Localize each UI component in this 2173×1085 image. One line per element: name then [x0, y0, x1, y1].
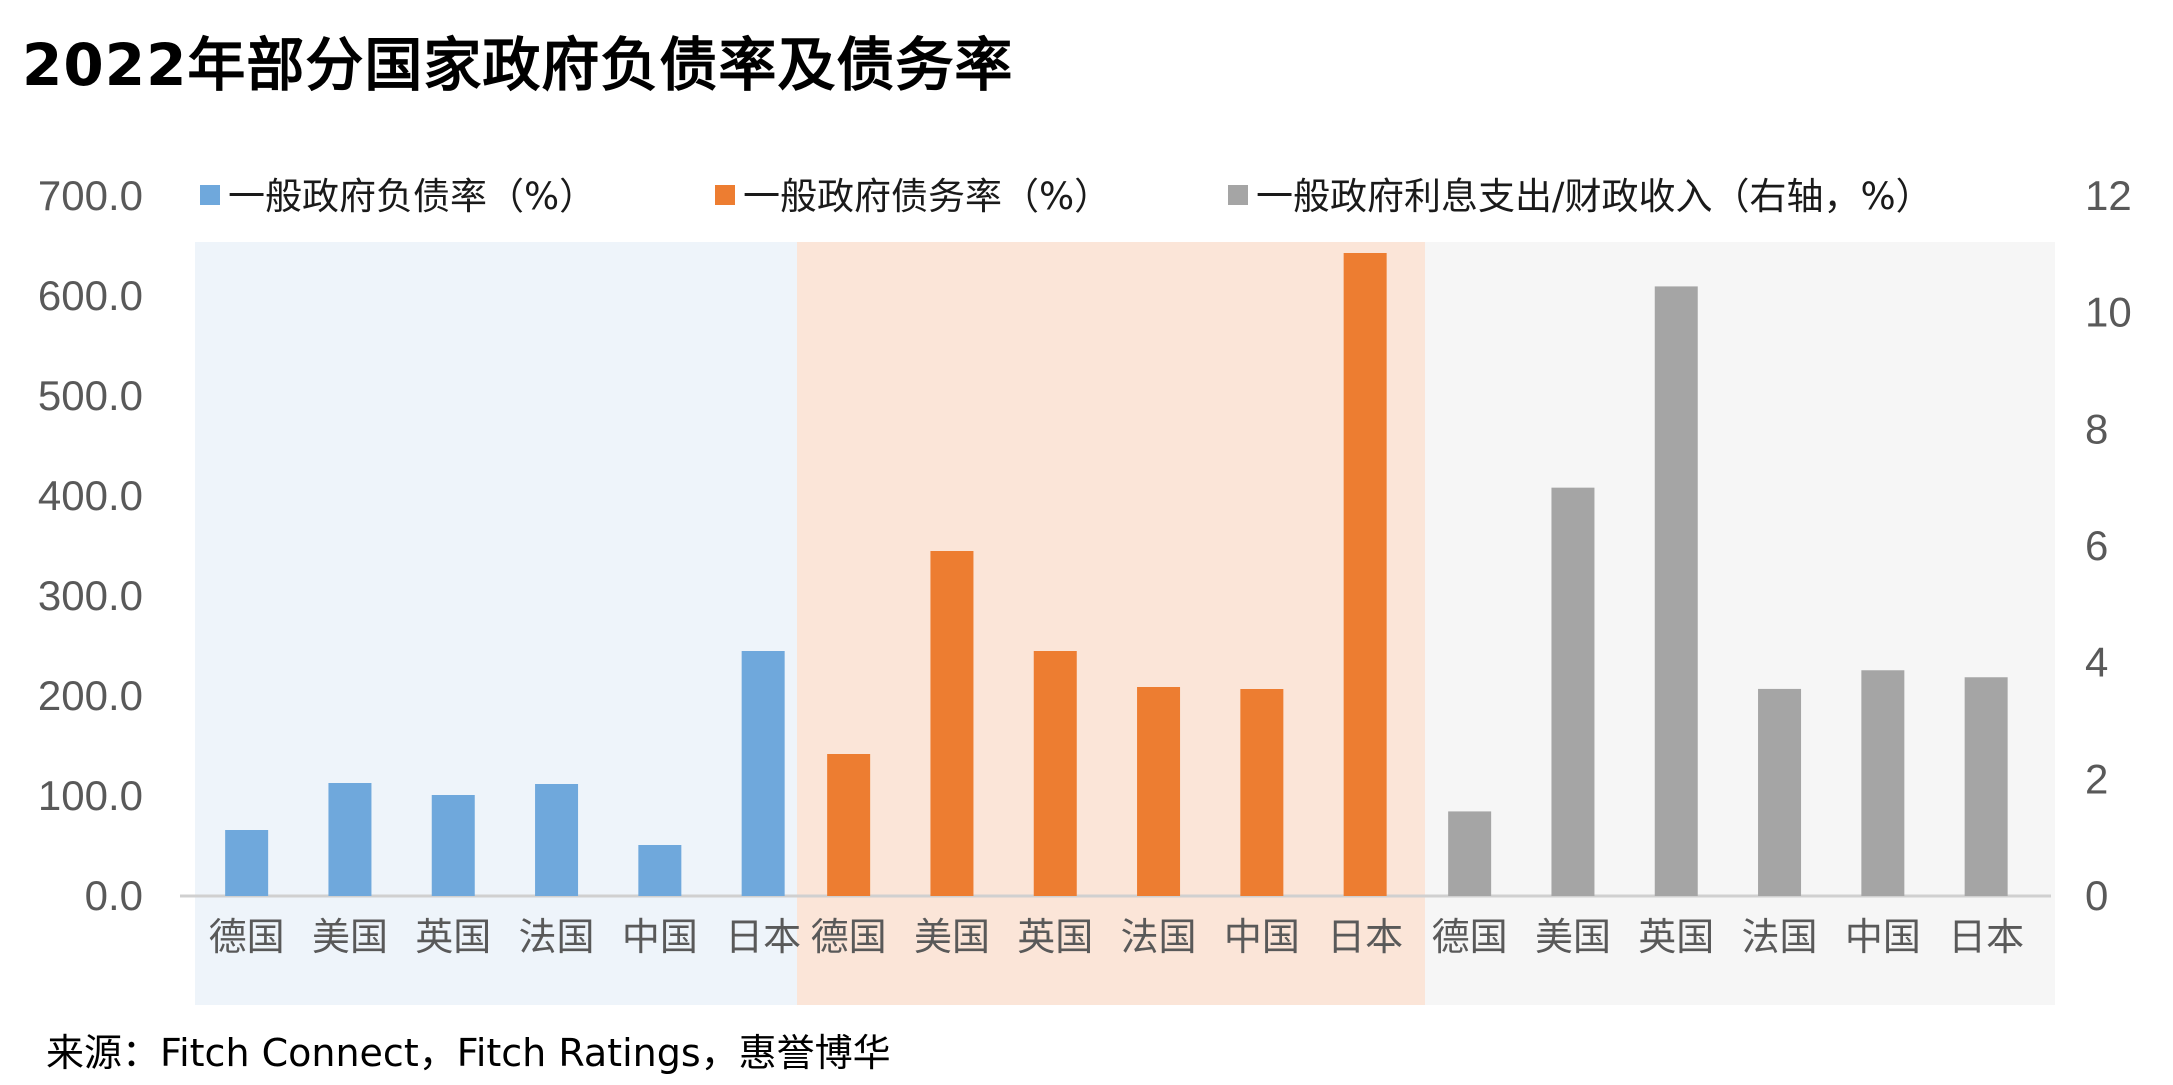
legend-swatch-1 — [200, 185, 220, 205]
left-axis-tick-label: 200.0 — [38, 672, 143, 719]
bar-3-德国 — [1448, 811, 1492, 896]
category-label: 法国 — [1121, 915, 1197, 959]
series-panel-2 — [797, 242, 1425, 1005]
right-axis-tick-label: 4 — [2085, 639, 2108, 686]
chart-source: 来源：Fitch Connect，Fitch Ratings，惠誉博华 — [46, 1031, 891, 1075]
left-axis-tick-label: 0.0 — [85, 872, 143, 919]
category-label: 日本 — [1327, 915, 1403, 959]
bar-1-美国 — [328, 783, 372, 896]
bar-2-美国 — [930, 551, 974, 896]
bar-3-中国 — [1861, 670, 1905, 896]
bar-2-法国 — [1137, 687, 1181, 896]
category-label: 英国 — [1017, 915, 1093, 959]
category-label: 德国 — [811, 915, 887, 959]
bar-3-法国 — [1758, 688, 1802, 896]
bar-1-法国 — [535, 784, 579, 896]
category-label: 英国 — [1638, 915, 1714, 959]
right-axis-tick-label: 0 — [2085, 872, 2108, 919]
right-axis-tick-label: 12 — [2085, 172, 2132, 219]
category-label: 英国 — [415, 915, 491, 959]
right-axis-tick-label: 6 — [2085, 522, 2108, 569]
bar-3-英国 — [1654, 286, 1698, 897]
category-label: 法国 — [1742, 915, 1818, 959]
legend-swatch-3 — [1228, 185, 1248, 205]
category-label: 德国 — [1432, 915, 1508, 959]
legend-swatch-2 — [715, 185, 735, 205]
bar-1-日本 — [741, 651, 785, 896]
category-label: 美国 — [914, 915, 990, 959]
bar-1-中国 — [638, 845, 682, 896]
bar-2-德国 — [827, 754, 871, 896]
category-label: 美国 — [1535, 915, 1611, 959]
right-axis-tick-label: 8 — [2085, 405, 2108, 452]
right-axis-tick-label: 2 — [2085, 755, 2108, 802]
legend-label-2: 一般政府债务率（%） — [743, 175, 1111, 218]
category-label: 法国 — [519, 915, 595, 959]
right-axis-tick-label: 10 — [2085, 289, 2132, 336]
left-axis-tick-label: 700.0 — [38, 172, 143, 219]
bar-2-中国 — [1240, 689, 1284, 896]
bar-1-英国 — [431, 795, 475, 896]
bar-3-日本 — [1964, 677, 2008, 896]
bar-1-德国 — [225, 830, 269, 896]
legend-label-3: 一般政府利息支出/财政收入（右轴，%） — [1256, 175, 1933, 218]
category-label: 中国 — [622, 915, 698, 959]
category-label: 中国 — [1845, 915, 1921, 959]
left-axis-tick-label: 100.0 — [38, 772, 143, 819]
category-label: 中国 — [1224, 915, 1300, 959]
left-axis-tick-label: 600.0 — [38, 272, 143, 319]
chart-title: 2022年部分国家政府负债率及债务率 — [22, 31, 1014, 99]
series-panel-1 — [195, 242, 797, 1005]
bar-2-日本 — [1343, 253, 1387, 896]
category-label: 美国 — [312, 915, 388, 959]
left-axis-tick-label: 400.0 — [38, 472, 143, 519]
left-axis-tick-label: 300.0 — [38, 572, 143, 619]
bar-2-英国 — [1033, 651, 1077, 896]
bar-3-美国 — [1551, 487, 1595, 896]
legend-label-1: 一般政府负债率（%） — [228, 175, 596, 218]
category-label: 德国 — [209, 915, 285, 959]
left-axis-tick-label: 500.0 — [38, 372, 143, 419]
series-panel-3 — [1425, 242, 2055, 1005]
category-label: 日本 — [725, 915, 801, 959]
category-label: 日本 — [1948, 915, 2024, 959]
